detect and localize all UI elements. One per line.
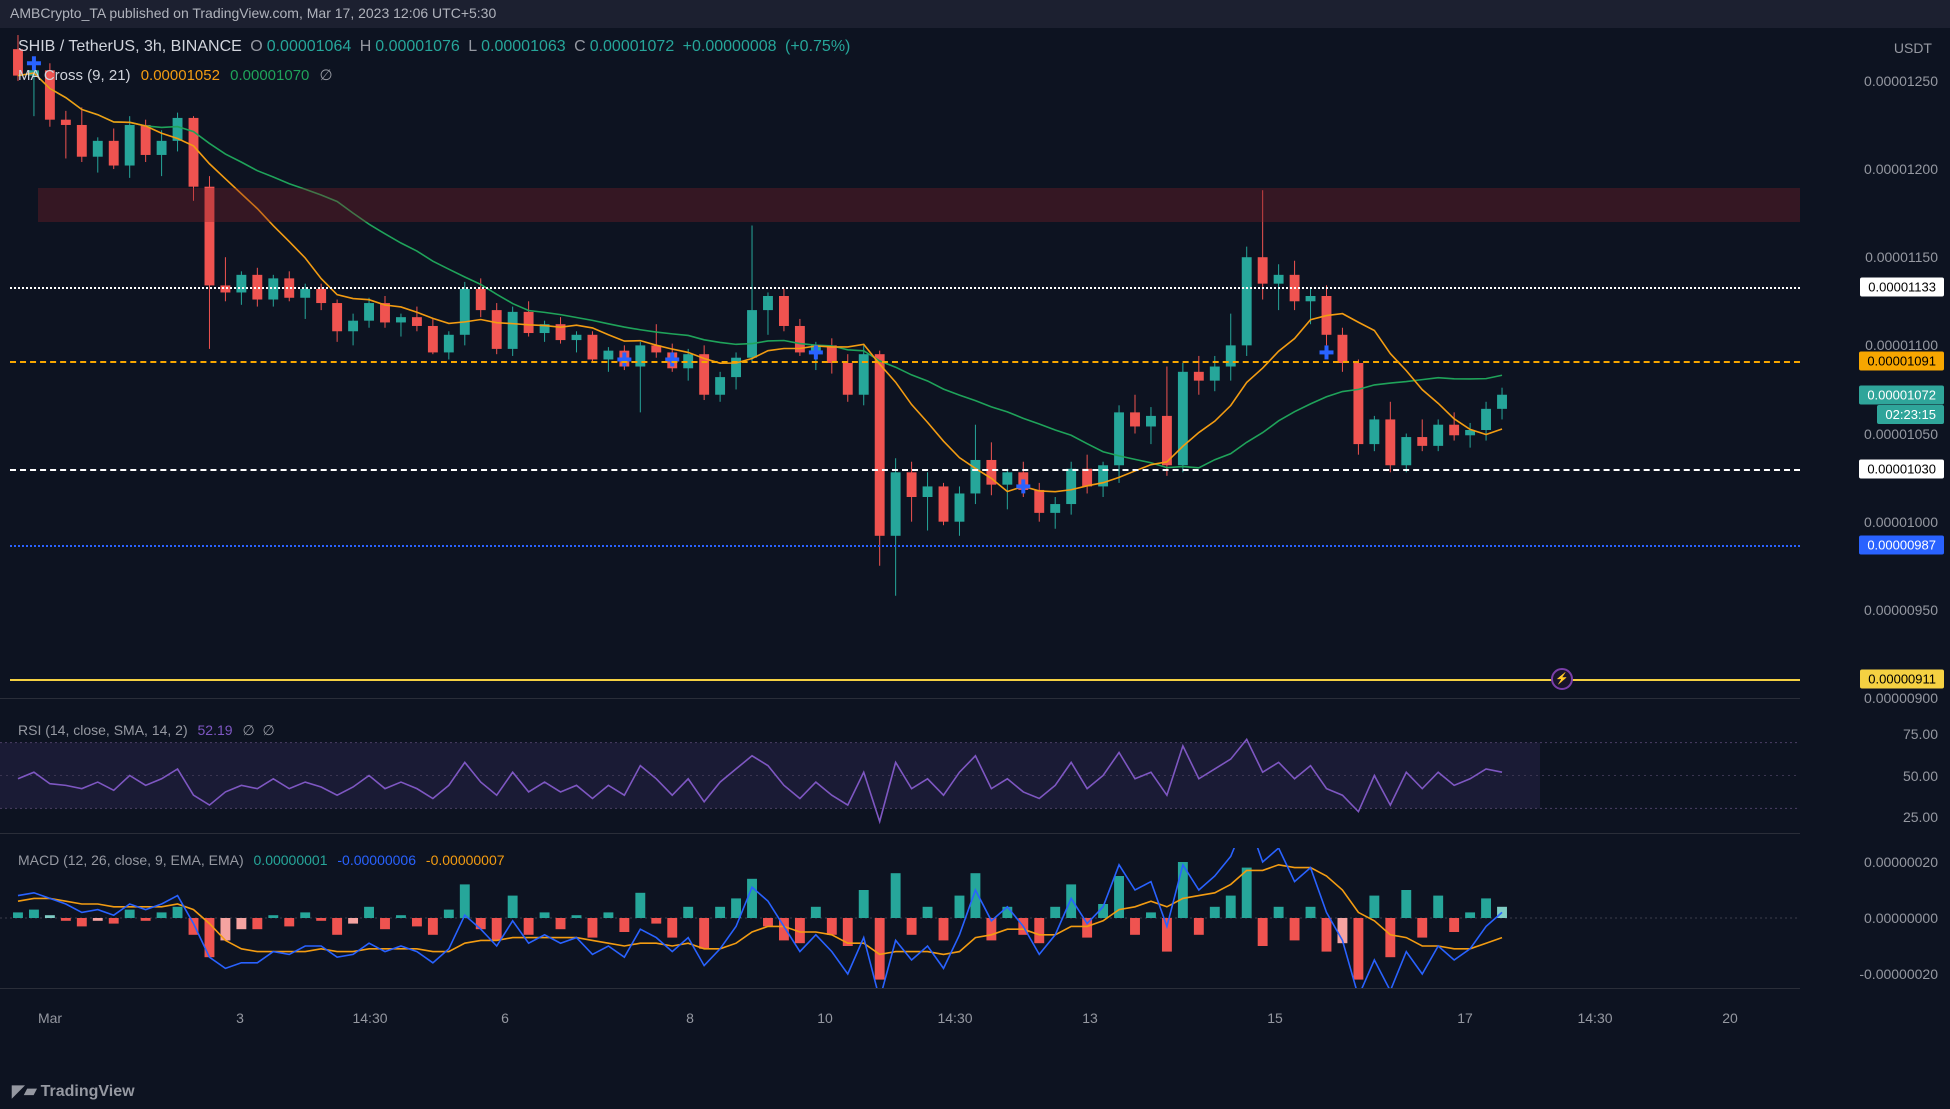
time-tick: 14:30: [1577, 1010, 1612, 1026]
time-tick: 17: [1457, 1010, 1473, 1026]
price-level-tag[interactable]: 0.00001072: [1859, 385, 1944, 404]
alert-icon[interactable]: ⚡: [1551, 668, 1573, 690]
ma-empty: ∅: [320, 67, 333, 84]
price-tick: 0.00001250: [1864, 73, 1938, 89]
price-level-tag[interactable]: 0.00001133: [1860, 278, 1944, 297]
rsi-label-row: RSI (14, close, SMA, 14, 2) 52.19 ∅ ∅: [18, 722, 275, 739]
rsi-name: RSI (14, close, SMA, 14, 2): [18, 722, 188, 738]
price-tick: 0.00000900: [1864, 690, 1938, 706]
macd-tick: 0.00000000: [1864, 910, 1938, 926]
rsi-tick: 75.00: [1903, 726, 1938, 742]
l-val: 0.00001063: [481, 38, 566, 55]
macd-tick: 0.00000020: [1864, 854, 1938, 870]
c-val: 0.00001072: [590, 38, 675, 55]
ma-row: MA Cross (9, 21) 0.00001052 0.00001070 ∅: [18, 66, 339, 84]
macd-axis[interactable]: 0.00000020 0.00000000 -0.00000020: [1800, 848, 1950, 988]
publish-text: AMBCrypto_TA published on TradingView.co…: [10, 5, 496, 21]
price-tick: 0.00001200: [1864, 161, 1938, 177]
macd-pane[interactable]: MACD (12, 26, close, 9, EMA, EMA) 0.0000…: [0, 848, 1800, 988]
time-tick: 13: [1082, 1010, 1098, 1026]
rsi-tick: 50.00: [1903, 768, 1938, 784]
rsi-e2: ∅: [263, 722, 275, 738]
time-tick: 8: [686, 1010, 694, 1026]
brand-text: TradingView: [41, 1083, 135, 1100]
h-label: H: [360, 38, 372, 55]
rsi-pane[interactable]: RSI (14, close, SMA, 14, 2) 52.19 ∅ ∅: [0, 718, 1800, 833]
price-axis[interactable]: 0.000012500.000012000.000011500.00001100…: [1800, 28, 1950, 698]
publish-header: AMBCrypto_TA published on TradingView.co…: [0, 0, 1950, 28]
rsi-e1: ∅: [242, 722, 254, 738]
pane-divider[interactable]: [0, 698, 1800, 699]
ma-name: MA Cross (9, 21): [18, 67, 131, 84]
o-label: O: [250, 38, 262, 55]
pane-divider: [0, 988, 1800, 989]
l-label: L: [468, 38, 477, 55]
horizontal-line[interactable]: [10, 679, 1800, 681]
horizontal-line[interactable]: [10, 469, 1800, 471]
chg: +0.00000008: [683, 38, 777, 55]
rsi-tick: 25.00: [1903, 809, 1938, 825]
macd-name: MACD (12, 26, close, 9, EMA, EMA): [18, 852, 244, 868]
macd-v2: -0.00000006: [337, 852, 416, 868]
time-tick: 14:30: [937, 1010, 972, 1026]
time-tick: 20: [1722, 1010, 1738, 1026]
c-label: C: [574, 38, 586, 55]
horizontal-line[interactable]: [10, 361, 1800, 363]
time-tick: 3: [236, 1010, 244, 1026]
horizontal-line[interactable]: [10, 287, 1800, 289]
chg-pct: (+0.75%): [785, 38, 850, 55]
supply-zone: [38, 188, 1800, 222]
price-level-tag[interactable]: 0.00000987: [1859, 535, 1944, 554]
o-val: 0.00001064: [267, 38, 352, 55]
time-tick: 15: [1267, 1010, 1283, 1026]
price-tick: 0.00001050: [1864, 426, 1938, 442]
pane-divider[interactable]: [0, 833, 1800, 834]
tradingview-logo[interactable]: ◤▰TradingView: [12, 1081, 135, 1101]
symbol-row: SHIB / TetherUS, 3h, BINANCE O 0.00001064…: [18, 38, 854, 56]
price-tick: 0.00001000: [1864, 514, 1938, 530]
ma-v2: 0.00001070: [230, 67, 309, 84]
macd-v3: -0.00000007: [426, 852, 505, 868]
pair-label: SHIB / TetherUS, 3h, BINANCE: [18, 38, 242, 55]
time-axis[interactable]: Mar 3 14:30 6 8 10 14:30 13 15 17 14:30 20: [0, 1000, 1800, 1040]
macd-v1: 0.00000001: [254, 852, 328, 868]
macd-label-row: MACD (12, 26, close, 9, EMA, EMA) 0.0000…: [18, 852, 505, 868]
price-level-tag[interactable]: 0.00001091: [1859, 352, 1944, 371]
horizontal-line[interactable]: [10, 545, 1800, 547]
macd-tick: -0.00000020: [1859, 966, 1938, 982]
rsi-val: 52.19: [198, 722, 233, 738]
logo-icon: ◤▰: [12, 1083, 37, 1100]
time-tick: 10: [817, 1010, 833, 1026]
price-tick: 0.00000950: [1864, 602, 1938, 618]
price-tick: 0.00001150: [1865, 249, 1938, 265]
rsi-axis[interactable]: 75.00 50.00 25.00: [1800, 718, 1950, 833]
countdown-tag: 02:23:15: [1877, 405, 1944, 424]
price-level-tag[interactable]: 0.00000911: [1860, 669, 1944, 688]
price-level-tag[interactable]: 0.00001030: [1859, 459, 1944, 478]
time-tick: 6: [501, 1010, 509, 1026]
time-tick: 14:30: [352, 1010, 387, 1026]
h-val: 0.00001076: [375, 38, 460, 55]
time-tick: Mar: [38, 1010, 62, 1026]
ma-v1: 0.00001052: [141, 67, 220, 84]
